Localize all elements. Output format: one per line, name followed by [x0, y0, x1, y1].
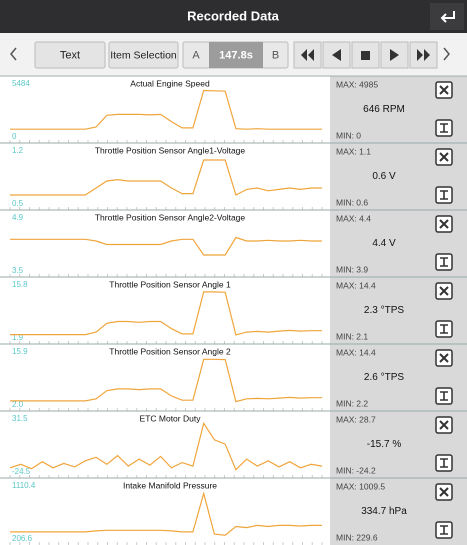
min-label: MIN: 2.2: [336, 398, 368, 408]
play-button[interactable]: [380, 41, 409, 69]
step-back-button[interactable]: [322, 41, 351, 69]
time-box: [209, 42, 263, 68]
max-label: MAX: 14.4: [336, 347, 376, 357]
y-bottom-label: 3.5: [12, 266, 24, 275]
header-bar: [0, 0, 467, 33]
current-value: 646 RPM: [363, 104, 405, 115]
remove-icon[interactable]: [439, 487, 449, 497]
max-label: MAX: 1009.5: [336, 481, 385, 491]
cursor-icon[interactable]: [440, 190, 448, 200]
y-bottom-label: 0: [12, 132, 17, 141]
rewind-button[interactable]: [293, 41, 322, 69]
y-top-label: 4.9: [12, 213, 24, 222]
signal-name: Throttle Position Sensor Angle 1: [109, 279, 231, 289]
signal-name: Throttle Position Sensor Angle1-Voltage: [95, 145, 246, 155]
item-selection-label[interactable]: Item Selection: [110, 49, 177, 61]
max-label: MAX: 4.4: [336, 213, 371, 223]
prev-button[interactable]: [10, 47, 17, 61]
stop-button[interactable]: [351, 41, 380, 69]
header-title: Recorded Data: [187, 8, 280, 23]
remove-icon[interactable]: [439, 219, 449, 229]
y-bottom-label: 0.5: [12, 199, 24, 208]
max-label: MAX: 1.1: [336, 146, 371, 156]
cursor-icon[interactable]: [440, 525, 448, 535]
signal-name: ETC Motor Duty: [140, 413, 202, 423]
fast-forward-button[interactable]: [409, 41, 438, 69]
cursor-icon[interactable]: [440, 257, 448, 267]
y-top-label: 1110.4: [12, 481, 36, 490]
text-button[interactable]: Text: [34, 41, 106, 69]
marker-b[interactable]: B: [272, 49, 279, 61]
remove-icon[interactable]: [439, 85, 449, 95]
max-label: MAX: 4985: [336, 79, 378, 89]
max-label: MAX: 28.7: [336, 414, 376, 424]
graph-area: [0, 277, 330, 344]
signal-name: Throttle Position Sensor Angle 2: [109, 346, 231, 356]
next-button[interactable]: [443, 47, 450, 61]
signal-name: Intake Manifold Pressure: [123, 480, 217, 490]
signal-name: Throttle Position Sensor Angle2-Voltage: [95, 212, 246, 222]
y-bottom-label: -24.5: [12, 467, 31, 476]
graph-area: [0, 344, 330, 411]
y-top-label: 31.5: [12, 414, 28, 423]
current-value: 334.7 hPa: [361, 506, 407, 517]
graph-area: [0, 478, 330, 545]
min-label: MIN: 229.6: [336, 532, 378, 542]
item-selection-button[interactable]: Item Selection: [108, 41, 179, 69]
y-top-label: 1.2: [12, 146, 24, 155]
signal-trace: [10, 89, 322, 130]
cursor-icon[interactable]: [440, 458, 448, 468]
signal-trace: [10, 159, 322, 196]
y-bottom-label: 1.9: [12, 333, 24, 342]
current-value: -15.7 %: [367, 439, 402, 450]
min-label: MIN: 2.1: [336, 331, 368, 341]
graph-area: [0, 143, 330, 210]
signal-trace: [10, 358, 322, 403]
y-top-label: 15.9: [12, 347, 28, 356]
y-bottom-label: 2.0: [12, 400, 24, 409]
remove-icon[interactable]: [439, 353, 449, 363]
min-label: MIN: -24.2: [336, 465, 376, 475]
current-value: 2.3 °TPS: [364, 305, 404, 316]
y-bottom-label: 206.6: [12, 534, 33, 543]
cursor-icon[interactable]: [440, 123, 448, 133]
min-label: MIN: 3.9: [336, 264, 368, 274]
time-value: 147.8s: [219, 49, 253, 61]
remove-icon[interactable]: [439, 420, 449, 430]
signal-trace: [9, 421, 323, 471]
signal-trace: [10, 236, 322, 256]
cursor-icon[interactable]: [440, 391, 448, 401]
marker-a[interactable]: A: [192, 49, 200, 61]
signal-trace: [10, 291, 322, 336]
min-label: MIN: 0.6: [336, 197, 368, 207]
signal-trace: [10, 491, 322, 536]
graph-area: [0, 76, 330, 143]
min-label: MIN: 0: [336, 130, 361, 140]
current-value: 0.6 V: [372, 171, 396, 182]
return-button[interactable]: [430, 3, 464, 30]
remove-icon[interactable]: [439, 286, 449, 296]
current-value: 2.6 °TPS: [364, 372, 404, 383]
signal-name: Actual Engine Speed: [130, 78, 210, 88]
y-top-label: 15.8: [12, 280, 28, 289]
cursor-icon[interactable]: [440, 324, 448, 334]
max-label: MAX: 14.4: [336, 280, 376, 290]
remove-icon[interactable]: [439, 152, 449, 162]
text-button-label[interactable]: Text: [60, 49, 80, 61]
y-top-label: 5484: [12, 79, 30, 88]
current-value: 4.4 V: [372, 238, 396, 249]
